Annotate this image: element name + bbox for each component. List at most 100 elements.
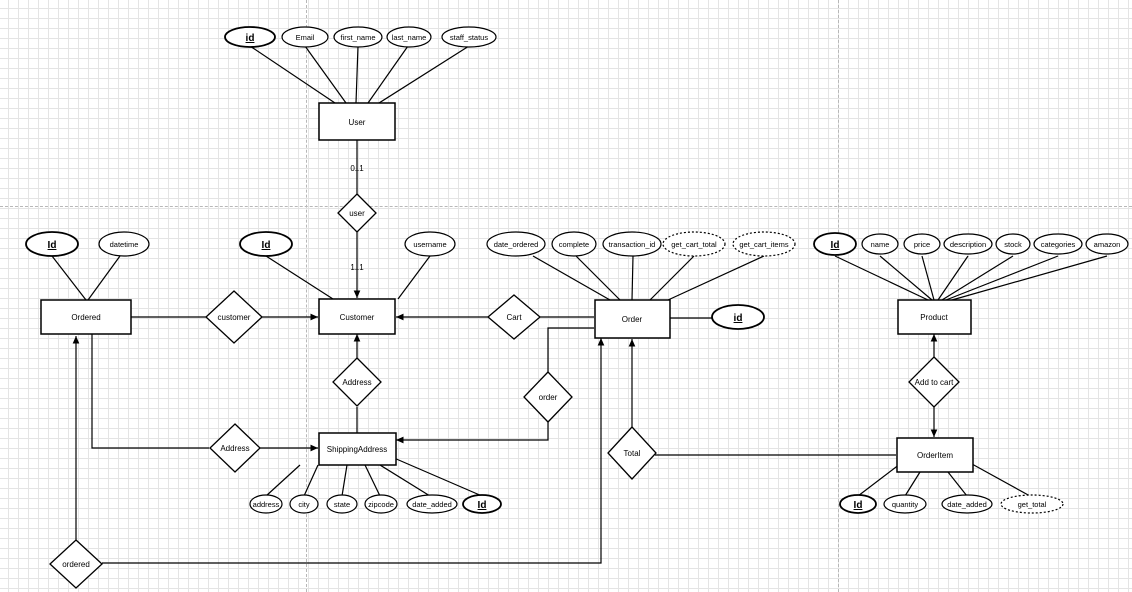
attribute[interactable]: amazon: [1085, 233, 1129, 255]
attribute[interactable]: stock: [995, 233, 1031, 255]
attribute[interactable]: categories: [1033, 233, 1083, 255]
attribute-label: state: [334, 500, 350, 509]
attribute[interactable]: staff_status: [441, 26, 497, 48]
attribute-key[interactable]: Id: [239, 231, 293, 257]
relationship-address-customer[interactable]: Address: [332, 357, 382, 407]
attribute-label: id: [734, 313, 743, 324]
attribute[interactable]: address: [249, 494, 283, 514]
attribute-derived[interactable]: get_cart_items: [732, 231, 796, 257]
attribute-label: Id: [48, 240, 57, 251]
attribute[interactable]: last_name: [386, 26, 432, 48]
attribute-label: date_added: [412, 500, 452, 509]
connector-lines: [51, 45, 1108, 564]
attribute-label: transaction_id: [609, 240, 656, 249]
entity-label: Product: [920, 313, 948, 322]
relationship-label: Add to cart: [915, 378, 954, 387]
attribute-label: Id: [478, 500, 487, 511]
entity-shipping-address[interactable]: ShippingAddress: [318, 432, 397, 466]
attribute-key[interactable]: Id: [813, 232, 857, 256]
attribute-label: address: [253, 500, 280, 509]
attribute-label: zipcode: [368, 500, 394, 509]
attribute[interactable]: datetime: [98, 231, 150, 257]
attribute[interactable]: first_name: [333, 26, 383, 48]
entity-label: Order: [622, 315, 643, 324]
entity-customer[interactable]: Customer: [318, 298, 396, 335]
entity-ordered[interactable]: Ordered: [40, 299, 132, 335]
attribute-derived[interactable]: get_total: [1000, 494, 1064, 514]
attribute-label: get_cart_total: [671, 240, 717, 249]
attribute-label: complete: [559, 240, 589, 249]
attribute-label: id: [246, 33, 255, 44]
entity-label: ShippingAddress: [327, 445, 387, 454]
attribute-label: username: [413, 240, 446, 249]
relationship-ordered[interactable]: ordered: [49, 539, 103, 589]
attribute-label: get_cart_items: [739, 240, 788, 249]
attribute-label: date_added: [947, 500, 987, 509]
entity-label: Customer: [340, 313, 375, 322]
relationship-label: customer: [218, 313, 251, 322]
attribute[interactable]: state: [326, 494, 358, 514]
relationship-order[interactable]: order: [523, 371, 573, 423]
attribute-label: description: [950, 240, 986, 249]
attribute-label: city: [298, 500, 310, 509]
cardinality-customer: 1..1: [350, 263, 364, 272]
attribute[interactable]: complete: [551, 231, 597, 257]
relationship-label: user: [349, 209, 365, 218]
attribute[interactable]: username: [404, 231, 456, 257]
attribute-key[interactable]: id: [711, 304, 765, 330]
attribute[interactable]: quantity: [883, 494, 927, 514]
attribute-label: price: [914, 240, 930, 249]
entity-product[interactable]: Product: [897, 299, 972, 335]
attribute[interactable]: name: [861, 233, 899, 255]
attribute-key[interactable]: Id: [25, 231, 79, 257]
attribute[interactable]: price: [903, 233, 941, 255]
entity-label: OrderItem: [917, 451, 953, 460]
attribute-key[interactable]: Id: [839, 494, 877, 514]
attribute[interactable]: date_added: [941, 494, 993, 514]
relationship-add-to-cart[interactable]: Add to cart: [908, 356, 960, 408]
attribute[interactable]: city: [289, 494, 319, 514]
attribute-label: first_name: [340, 33, 375, 42]
attribute-label: stock: [1004, 240, 1022, 249]
entity-label: Ordered: [71, 313, 100, 322]
attribute-label: Id: [831, 240, 840, 251]
attribute-key[interactable]: id: [224, 26, 276, 48]
entity-order-item[interactable]: OrderItem: [896, 437, 974, 473]
attribute-label: datetime: [110, 240, 139, 249]
attribute-label: get_total: [1018, 500, 1047, 509]
attribute-label: categories: [1041, 240, 1076, 249]
attribute[interactable]: date_added: [406, 494, 458, 514]
relationship-label: Address: [220, 444, 249, 453]
attribute-label: name: [871, 240, 890, 249]
attribute-label: Email: [296, 33, 315, 42]
entity-order[interactable]: Order: [594, 299, 671, 339]
relationship-total[interactable]: Total: [607, 426, 657, 480]
attribute-label: staff_status: [450, 33, 488, 42]
relationship-user[interactable]: user: [337, 193, 377, 233]
attribute-label: Id: [262, 240, 271, 251]
relationship-label: Address: [342, 378, 371, 387]
attribute-derived[interactable]: get_cart_total: [662, 231, 726, 257]
attribute-label: amazon: [1094, 240, 1121, 249]
relationship-label: Total: [624, 449, 641, 458]
attribute[interactable]: description: [943, 233, 993, 255]
cardinality-user: 0..1: [350, 164, 364, 173]
attribute[interactable]: zipcode: [364, 494, 398, 514]
relationship-label: Cart: [506, 313, 522, 322]
relationship-address-ordered[interactable]: Address: [209, 423, 261, 473]
attribute-label: Id: [854, 500, 863, 511]
entity-user[interactable]: User: [318, 102, 396, 141]
relationship-customer[interactable]: customer: [205, 290, 263, 344]
relationship-cart[interactable]: Cart: [486, 294, 542, 340]
attribute-label: last_name: [392, 33, 427, 42]
attribute[interactable]: transaction_id: [602, 231, 662, 257]
attribute-label: quantity: [892, 500, 919, 509]
attribute-label: date_ordered: [494, 240, 539, 249]
entity-label: User: [349, 118, 366, 127]
relationship-label: ordered: [62, 560, 90, 569]
attribute[interactable]: Email: [281, 26, 329, 48]
attribute-key[interactable]: Id: [462, 494, 502, 514]
relationship-label: order: [539, 393, 558, 402]
attribute[interactable]: date_ordered: [486, 231, 546, 257]
